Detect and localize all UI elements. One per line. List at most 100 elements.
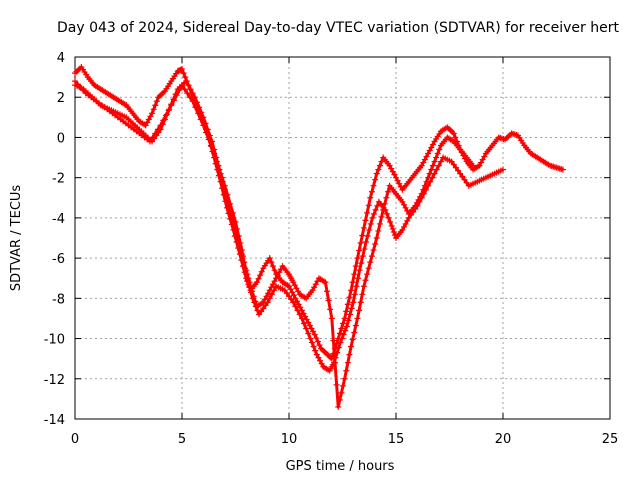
data-point-marker [383, 194, 390, 201]
data-point [309, 287, 316, 294]
data-point-marker [221, 186, 228, 193]
data-point-marker [383, 210, 390, 217]
data-point-marker [421, 156, 428, 163]
data-point-marker [463, 179, 470, 186]
data-point [457, 170, 464, 177]
data-point [360, 283, 367, 290]
data-point-marker [361, 246, 368, 253]
data-point-marker [421, 182, 428, 189]
data-point-marker [397, 183, 404, 190]
data-point-marker [311, 284, 318, 291]
data-point-marker [459, 173, 466, 180]
data-point-marker [352, 322, 359, 329]
data-point [247, 283, 254, 290]
data-point [142, 122, 149, 129]
data-point-marker [426, 170, 433, 177]
data-point-marker [366, 226, 373, 233]
data-point [313, 351, 320, 358]
data-point [266, 255, 273, 262]
x-tick-label: 20 [495, 432, 512, 447]
data-point [350, 299, 357, 306]
data-point [290, 279, 297, 286]
data-point-marker [295, 301, 302, 308]
data-point [343, 323, 350, 330]
x-tick-label: 15 [388, 432, 405, 447]
data-point [559, 166, 566, 173]
data-point-marker [193, 99, 200, 106]
data-point-marker [196, 104, 203, 111]
data-point-marker [338, 325, 345, 332]
data-point [373, 170, 380, 177]
data-point-marker [428, 166, 435, 173]
data-point-marker [288, 296, 295, 303]
data-point-marker [268, 291, 275, 298]
x-tick-label: 10 [281, 432, 298, 447]
data-point-marker [336, 330, 343, 337]
data-point-marker [206, 132, 213, 139]
data-point [412, 202, 419, 209]
data-point-marker [450, 161, 457, 168]
data-point-marker [303, 325, 310, 332]
data-point-marker [302, 313, 309, 320]
data-point-marker [246, 279, 253, 286]
data-point-marker [415, 196, 422, 203]
data-point-marker [232, 226, 239, 233]
data-point-marker [313, 335, 320, 342]
data-point [380, 206, 387, 213]
data-point [273, 275, 280, 282]
data-point [341, 315, 348, 322]
data-point-marker [147, 113, 154, 120]
data-point-marker [213, 154, 220, 161]
data-point-marker [257, 272, 264, 279]
data-point [260, 299, 267, 306]
data-point [335, 403, 342, 410]
data-point [367, 194, 374, 201]
data-point [298, 315, 305, 322]
data-point-marker [435, 162, 442, 169]
data-point-marker [455, 167, 462, 174]
x-tick-label: 5 [178, 432, 186, 447]
data-point [418, 162, 425, 169]
data-point-marker [159, 121, 166, 128]
data-point [290, 299, 297, 306]
data-point-marker [356, 247, 363, 254]
data-point-marker [168, 101, 175, 108]
data-point-marker [269, 281, 276, 288]
data-point [149, 110, 156, 117]
data-point [292, 295, 299, 302]
data-point-marker [348, 305, 355, 312]
data-point-marker [204, 126, 211, 133]
data-point [388, 222, 395, 229]
data-point-marker [215, 162, 222, 169]
y-tick-label: -12 [44, 373, 65, 388]
data-point-marker [420, 159, 427, 166]
data-point-marker [271, 278, 278, 285]
data-point-marker [349, 279, 356, 286]
series-1 [72, 64, 566, 362]
data-point-marker [269, 263, 276, 270]
data-point-marker [344, 359, 351, 366]
data-point [337, 339, 344, 346]
data-point-marker [343, 367, 350, 374]
data-point-marker [357, 299, 364, 306]
data-point [425, 174, 432, 181]
data-point-marker [310, 343, 317, 350]
data-point-marker [404, 217, 411, 224]
data-point [217, 170, 224, 177]
data-point-marker [236, 243, 243, 250]
data-point-marker [145, 116, 152, 123]
data-point-marker [314, 278, 321, 285]
data-point-marker [268, 284, 275, 291]
data-point [476, 162, 483, 169]
data-point-marker [327, 306, 334, 313]
data-point-marker [198, 109, 205, 116]
y-tick-label: -2 [52, 172, 65, 187]
data-point-marker [429, 141, 436, 148]
data-point [311, 331, 318, 338]
data-point [348, 287, 355, 294]
data-point [367, 259, 374, 266]
data-point-marker [271, 267, 278, 274]
series-3 [72, 78, 477, 410]
data-point [226, 202, 233, 209]
data-point-marker [262, 302, 269, 309]
